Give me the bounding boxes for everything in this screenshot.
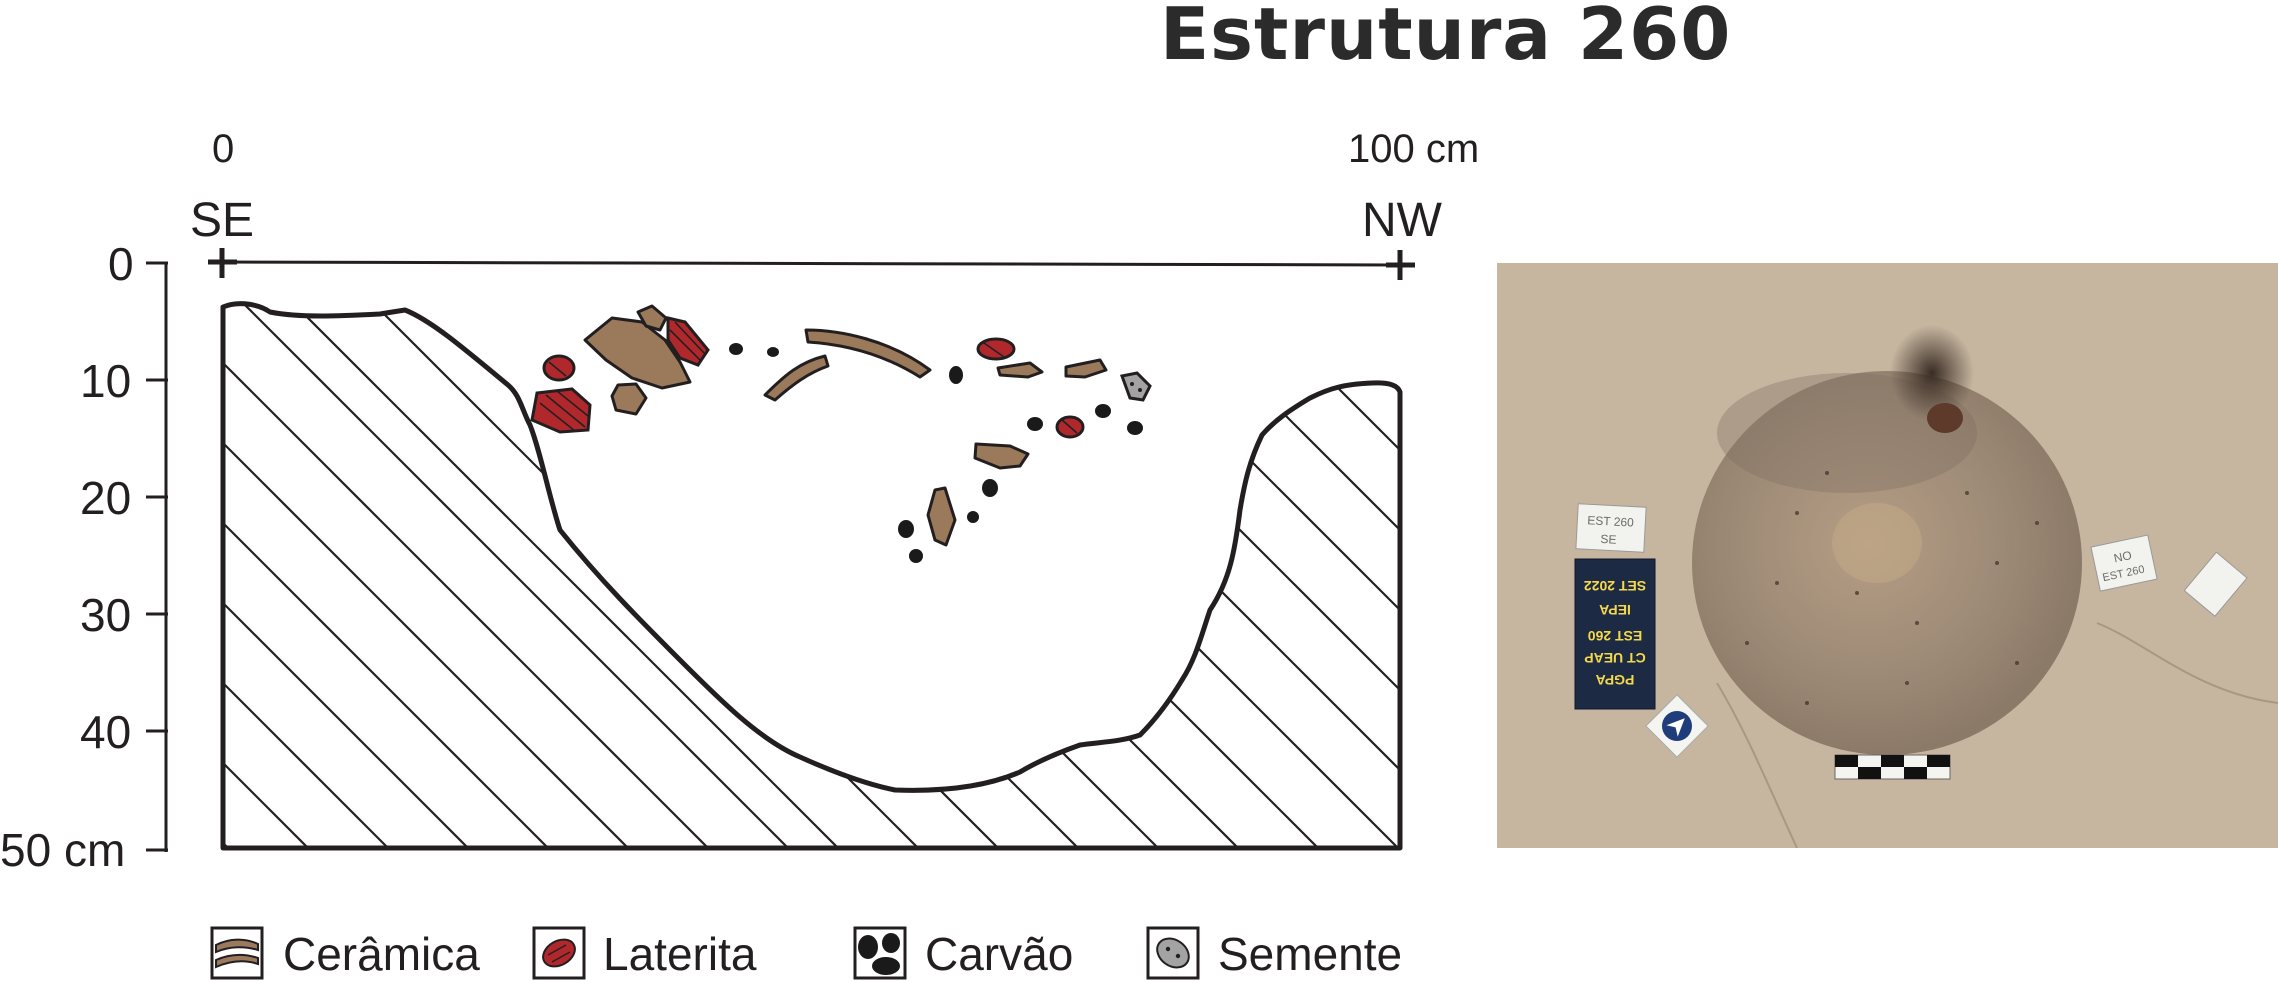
depth-label-20: 20: [80, 472, 131, 524]
legend-label-ceramic: Cerâmica: [283, 928, 480, 980]
scale-start-label: 0: [212, 127, 234, 171]
charcoal-fragments: [729, 343, 1143, 563]
depth-label-40: 40: [80, 706, 131, 758]
board-line-1: PGPA: [1596, 672, 1635, 688]
laterite-stripes: [539, 321, 1078, 434]
legend-label-seed: Semente: [1218, 928, 1402, 980]
legend-label-charcoal: Carvão: [925, 928, 1073, 980]
board-line-3: EST 260: [1588, 628, 1643, 644]
laterite-fragments: [530, 316, 1085, 439]
legend-item-ceramic: Cerâmica: [210, 926, 480, 980]
orientation-right-label: NW: [1362, 194, 1443, 247]
ceramic-fragments: [583, 304, 1108, 547]
photo-scale-bar: [1834, 754, 1951, 780]
page-title: Estrutura 260: [1160, 0, 1732, 76]
legend-item-laterite: Laterita: [532, 926, 757, 980]
north-arrow-tile: [1645, 694, 1709, 758]
datum-marker-right: [1386, 250, 1415, 280]
datum-line: [221, 260, 1401, 267]
tag-right-2: [2183, 551, 2248, 617]
orientation-left-label: SE: [190, 194, 254, 247]
board-line-4: IEPA: [1599, 602, 1631, 618]
depth-label-10: 10: [80, 355, 131, 407]
tag-right-1: NO EST 260: [2090, 534, 2158, 592]
pit-outline: [220, 301, 1403, 851]
depth-label-50: 50 cm: [0, 824, 125, 876]
depth-axis: [146, 261, 168, 852]
tag-left: EST 260 SE: [1575, 503, 1647, 553]
profile-drawing: 0 100 cm SE NW 0 10 20 30 40 50 cm: [0, 127, 1479, 980]
legend-label-laterite: Laterita: [603, 928, 757, 980]
depth-label-0: 0: [108, 238, 134, 290]
legend-item-seed: Semente: [1146, 926, 1402, 980]
excavation-photo: EST 260 SE NO EST 260 PGPA CT UEAP EST 2…: [1497, 263, 2278, 848]
datum-marker-left: [208, 248, 237, 278]
depth-label-30: 30: [80, 589, 131, 641]
seed-fragment: [1119, 371, 1152, 402]
tag-right-line1: NO: [2112, 548, 2133, 565]
board-line-5: SET 2022: [1584, 578, 1646, 594]
board-line-2: CT UEAP: [1584, 650, 1645, 666]
legend: Cerâmica Laterita Carvão Semente: [210, 926, 1402, 980]
tag-left-line2: SE: [1600, 532, 1617, 547]
scale-end-label: 100 cm: [1348, 127, 1479, 171]
tag-left-line1: EST 260: [1587, 513, 1634, 529]
legend-item-charcoal: Carvão: [853, 926, 1073, 980]
field-board: PGPA CT UEAP EST 260 IEPA SET 2022: [1574, 558, 1656, 710]
